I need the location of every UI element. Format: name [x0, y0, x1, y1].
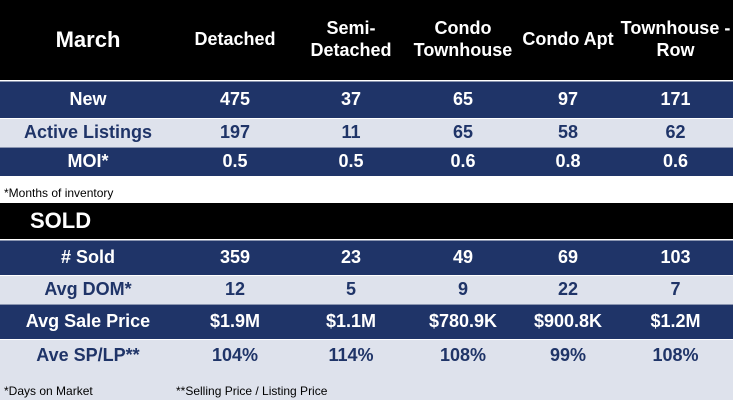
- month-label: March: [55, 26, 121, 52]
- cell-value: 11: [341, 122, 361, 143]
- cell-value: $1.9M: [209, 311, 261, 332]
- cell-value: 359: [219, 247, 251, 268]
- cell-value: $1.1M: [325, 311, 377, 332]
- row-ave-sp-lp: Ave SP/LP** 104% 114% 108% 99% 108%: [0, 339, 733, 372]
- cell-value: 108%: [652, 345, 699, 366]
- row-moi: MOI* 0.5 0.5 0.6 0.8 0.6: [0, 147, 733, 176]
- cell-value: 22: [557, 279, 579, 300]
- row-new: New 475 37 65 97 171: [0, 81, 733, 118]
- row-label: Ave SP/LP**: [36, 345, 140, 366]
- cell-value: 58: [557, 122, 579, 143]
- cell-value: $780.9K: [428, 311, 498, 332]
- cell-value: 65: [452, 89, 474, 110]
- row-active-listings: Active Listings 197 11 65 58 62: [0, 118, 733, 147]
- cell-value: 69: [557, 247, 579, 268]
- splp-footnote: **Selling Price / Listing Price: [176, 384, 328, 398]
- col-detached: Detached: [194, 29, 276, 50]
- cell-value: 37: [340, 89, 362, 110]
- cell-value: 9: [457, 279, 468, 300]
- cell-value: 104%: [211, 345, 259, 366]
- cell-value: 62: [665, 122, 686, 143]
- row-label: New: [69, 89, 107, 110]
- cell-value: 108%: [439, 345, 487, 366]
- cell-value: 65: [452, 122, 474, 143]
- cell-value: 0.5: [222, 151, 248, 172]
- cell-value: 12: [224, 279, 246, 300]
- row-avg-dom: Avg DOM* 12 5 9 22 7: [0, 275, 733, 304]
- col-semi-detached: Semi- Detached: [310, 18, 392, 60]
- cell-value: 114%: [328, 345, 374, 366]
- col-condo-townhouse: Condo Townhouse: [413, 18, 513, 60]
- cell-value: 103: [660, 247, 691, 268]
- row-label: Avg DOM*: [44, 279, 132, 300]
- sold-section-bar: [0, 203, 733, 239]
- header-row: March Detached Semi- Detached Condo Town…: [0, 0, 733, 80]
- cell-value: 475: [219, 89, 251, 110]
- row-label: Active Listings: [23, 122, 153, 143]
- row-label: # Sold: [60, 247, 115, 268]
- cell-value: $900.8K: [533, 311, 603, 332]
- cell-value: 0.6: [450, 151, 476, 172]
- row-avg-sale-price: Avg Sale Price $1.9M $1.1M $780.9K $900.…: [0, 304, 733, 339]
- row-label: Avg Sale Price: [25, 311, 151, 332]
- cell-value: $1.2M: [650, 311, 701, 332]
- cell-value: 0.6: [662, 151, 689, 172]
- cell-value: 0.5: [338, 151, 364, 172]
- row-sold-count: # Sold 359 23 49 69 103: [0, 240, 733, 275]
- col-condo-apt: Condo Apt: [522, 29, 614, 50]
- cell-value: 7: [670, 279, 681, 300]
- col-townhouse-row: Townhouse - Row: [620, 18, 731, 60]
- cell-value: 197: [219, 122, 251, 143]
- row-label: MOI*: [67, 151, 109, 172]
- cell-value: 99%: [549, 345, 587, 366]
- cell-value: 49: [452, 247, 474, 268]
- cell-value: 0.8: [555, 151, 581, 172]
- cell-value: 171: [660, 89, 691, 110]
- moi-footnote: *Months of inventory: [4, 186, 114, 200]
- cell-value: 23: [340, 247, 362, 268]
- sold-section-title: SOLD: [30, 208, 92, 233]
- footer-band: [0, 372, 733, 400]
- dom-footnote: *Days on Market: [4, 384, 93, 398]
- cell-value: 5: [345, 279, 356, 300]
- cell-value: 97: [557, 89, 579, 110]
